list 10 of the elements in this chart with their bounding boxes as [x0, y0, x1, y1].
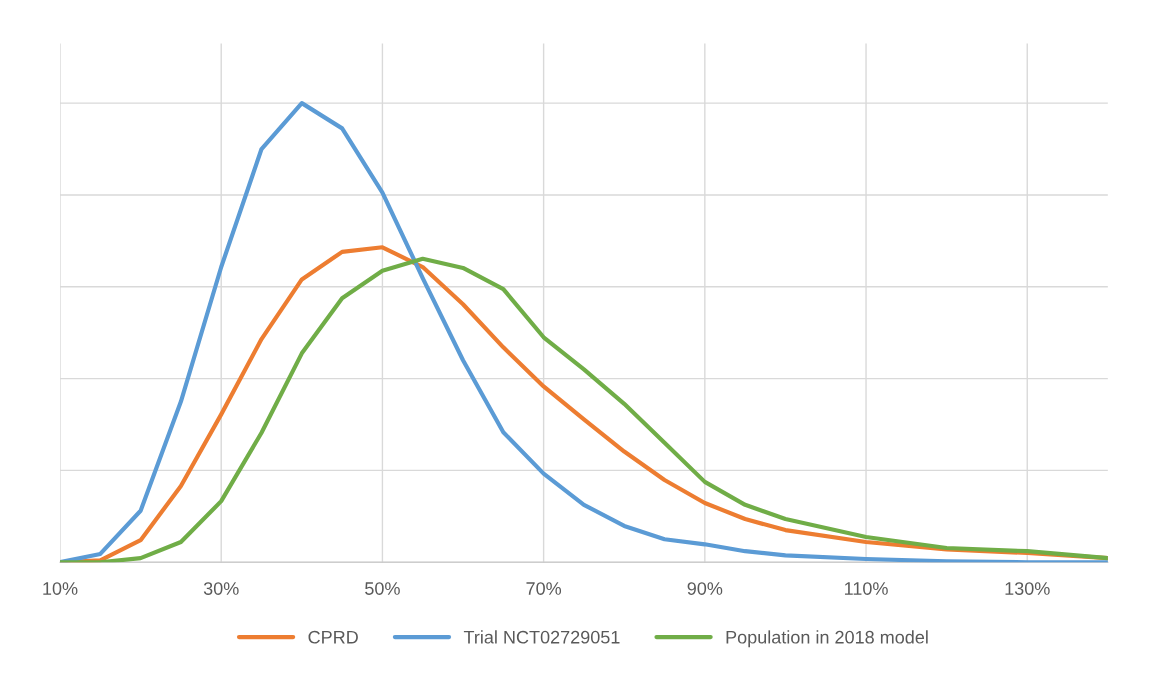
x-tick-label: 130% [1005, 582, 1050, 595]
x-tick-label: 110% [844, 582, 888, 595]
legend-label: Population in 2018 model [726, 630, 928, 648]
x-tick-label: 90% [687, 582, 723, 595]
x-tick-label: 70% [526, 582, 562, 595]
x-tick-label: 10% [43, 582, 78, 595]
legend-label: CPRD [308, 630, 358, 644]
x-tick-label: 30% [203, 582, 239, 595]
legend-label: Trial NCT02729051 [463, 630, 620, 644]
x-tick-label: 50% [365, 582, 400, 595]
